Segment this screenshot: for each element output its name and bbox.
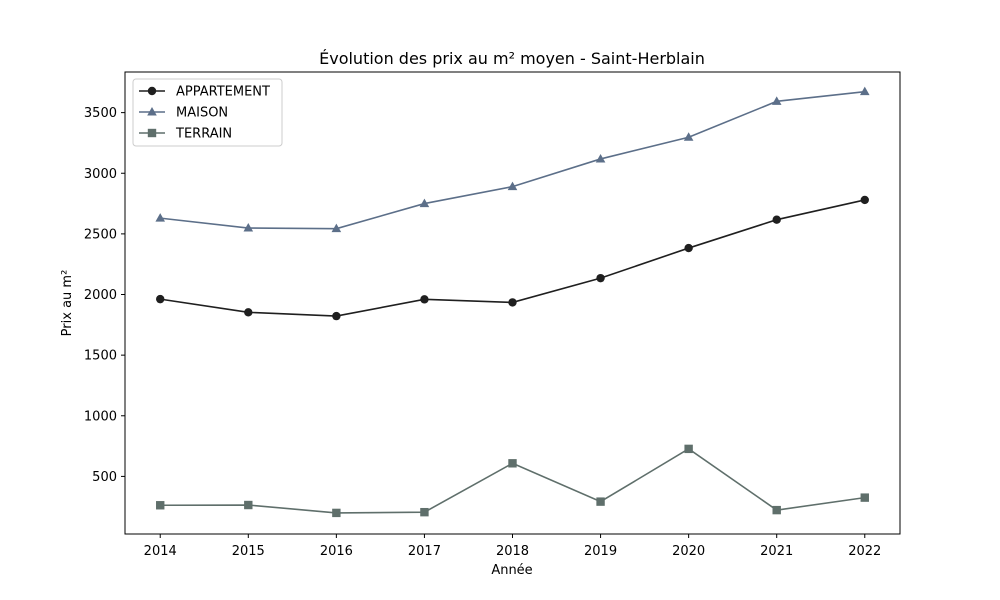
- y-tick-label: 1000: [84, 409, 117, 424]
- data-point-maison: [771, 96, 782, 105]
- y-tick-label: 500: [92, 470, 117, 485]
- data-point-terrain: [772, 505, 781, 515]
- x-tick-label: 2016: [320, 544, 353, 559]
- legend: APPARTEMENT MAISON TERRAIN: [132, 78, 283, 147]
- legend-label-terrain: TERRAIN: [175, 127, 232, 142]
- x-tick-label: 2019: [584, 544, 617, 559]
- y-tick-label: 3500: [84, 106, 117, 121]
- data-point-terrain: [332, 508, 341, 518]
- legend-label-maison: MAISON: [176, 106, 228, 121]
- data-point-maison: [243, 223, 254, 232]
- data-point-maison: [419, 198, 430, 208]
- data-point-maison: [859, 86, 870, 96]
- chart-title: Évolution des prix au m² moyen - Saint-H…: [319, 49, 705, 68]
- data-point-appartement: [860, 195, 869, 205]
- x-tick-label: 2020: [672, 544, 705, 559]
- x-tick-label: 2017: [408, 544, 441, 559]
- x-tick-label: 2022: [848, 544, 881, 559]
- x-tick-label: 2021: [760, 544, 793, 559]
- data-point-terrain: [244, 500, 253, 510]
- data-point-maison: [595, 153, 606, 163]
- x-tick-label: 2014: [144, 544, 177, 559]
- data-point-maison: [507, 181, 518, 191]
- y-tick-label: 2000: [84, 288, 117, 303]
- data-point-maison: [683, 132, 694, 141]
- data-point-terrain: [156, 501, 165, 510]
- data-point-appartement: [772, 215, 781, 224]
- x-tick-label: 2018: [496, 544, 529, 559]
- y-axis-label: Prix au m²: [60, 270, 75, 337]
- data-point-terrain: [420, 507, 429, 517]
- plot-area: 2014 2015 2016 2017 2018 2019 2020 2021 2022 500 1…: [84, 86, 881, 559]
- y-tick-label: 1500: [84, 349, 117, 364]
- data-point-appartement: [420, 295, 429, 304]
- legend-label-appartement: APPARTEMENT: [176, 85, 270, 100]
- data-point-maison: [155, 213, 166, 222]
- x-tick-label: 2015: [232, 544, 265, 559]
- legend-marker-terrain: [147, 128, 157, 138]
- data-point-appartement: [596, 273, 605, 283]
- legend-marker-maison: [147, 107, 157, 116]
- legend-box: [132, 78, 283, 147]
- data-point-maison: [331, 223, 342, 233]
- y-tick-label: 3000: [84, 167, 117, 182]
- series-line-terrain: [160, 447, 865, 514]
- plot-frame: [124, 71, 901, 535]
- data-point-terrain: [596, 497, 605, 506]
- x-axis-label: Année: [491, 563, 532, 578]
- data-point-appartement: [244, 308, 253, 317]
- data-point-terrain: [684, 444, 693, 454]
- data-point-terrain: [508, 459, 517, 468]
- legend-marker-appartement: [147, 86, 157, 96]
- data-point-appartement: [508, 298, 517, 307]
- data-point-terrain: [860, 493, 869, 502]
- data-point-appartement: [156, 294, 165, 304]
- data-point-appartement: [684, 243, 693, 253]
- y-tick-label: 2500: [84, 227, 117, 242]
- data-point-appartement: [332, 311, 341, 321]
